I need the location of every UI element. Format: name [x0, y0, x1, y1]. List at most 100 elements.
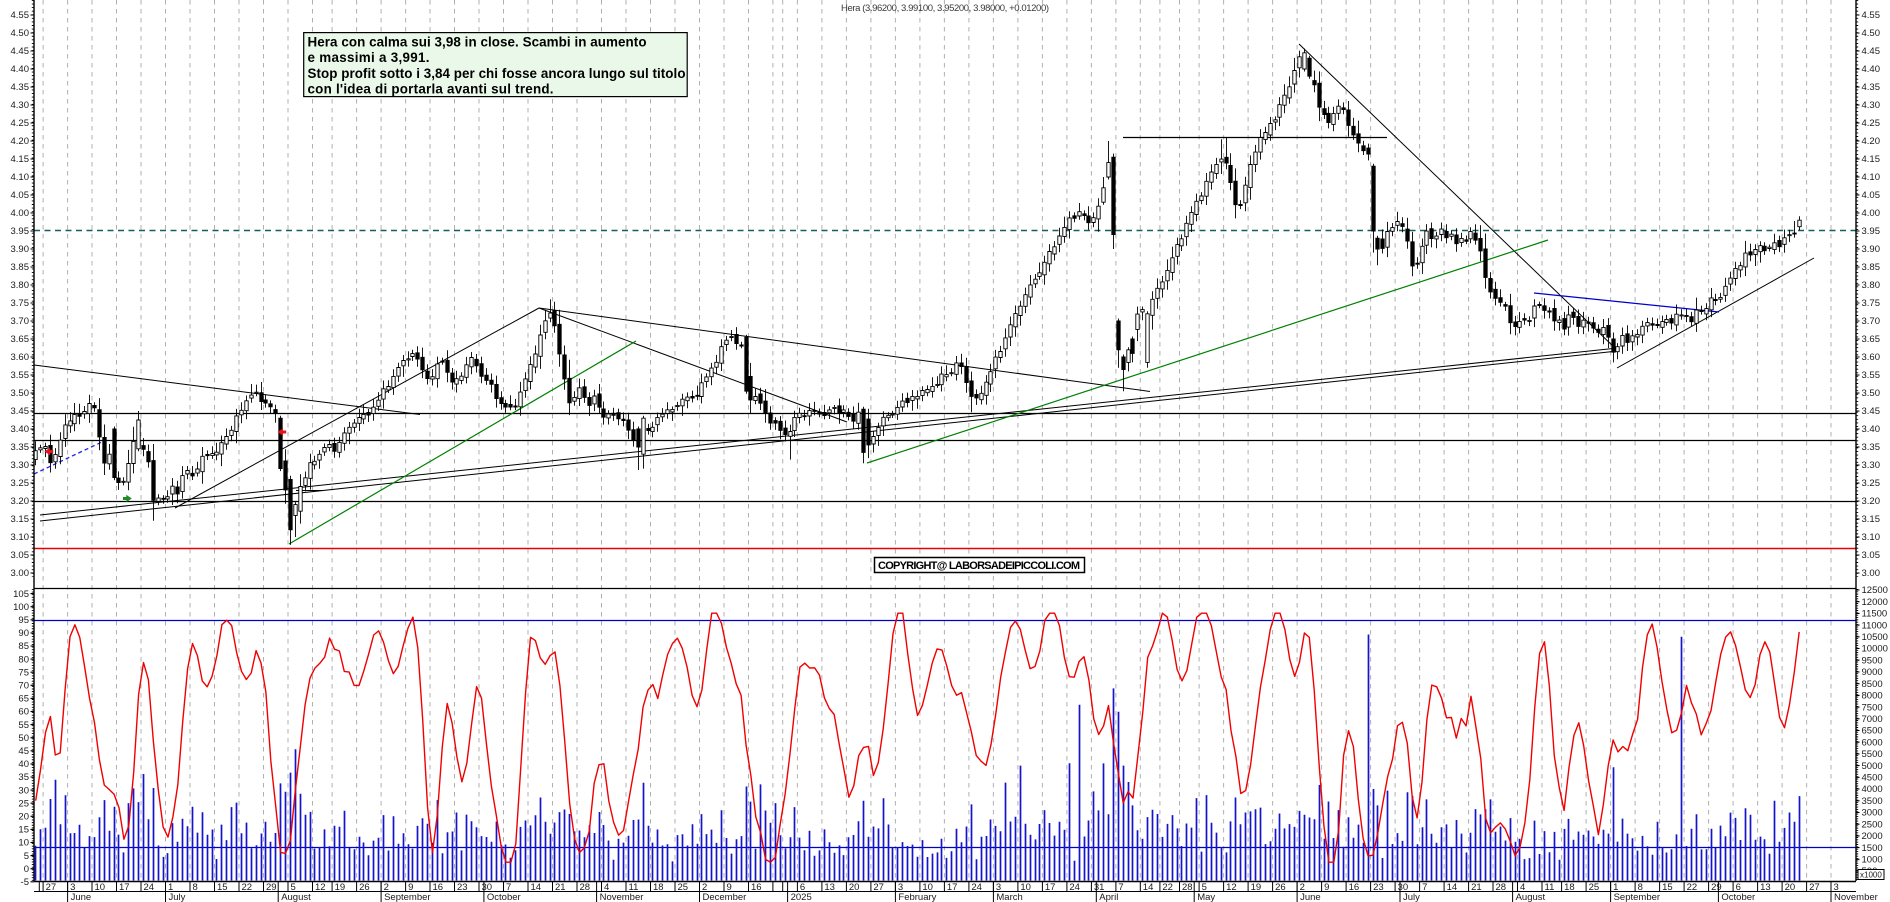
svg-text:65: 65 [18, 694, 29, 705]
svg-text:14: 14 [1143, 882, 1154, 893]
svg-text:4.55: 4.55 [11, 10, 30, 21]
svg-text:3.25: 3.25 [1862, 478, 1881, 489]
svg-text:21: 21 [555, 882, 566, 893]
svg-text:e massimi a 3,991.: e massimi a 3,991. [308, 50, 430, 65]
svg-text:3.15: 3.15 [1862, 514, 1881, 525]
svg-text:15: 15 [1662, 882, 1673, 893]
svg-text:28: 28 [1496, 882, 1507, 893]
svg-text:3.50: 3.50 [1862, 388, 1881, 399]
svg-text:95: 95 [18, 615, 29, 626]
svg-text:17: 17 [947, 882, 958, 893]
svg-text:4.05: 4.05 [11, 190, 30, 201]
svg-text:3.95: 3.95 [1862, 226, 1881, 237]
svg-text:x1000: x1000 [1860, 870, 1882, 879]
svg-text:3.30: 3.30 [1862, 460, 1881, 471]
svg-text:4.15: 4.15 [1862, 154, 1881, 165]
svg-text:85: 85 [18, 641, 29, 652]
svg-text:17: 17 [1045, 882, 1056, 893]
svg-text:7000: 7000 [1862, 714, 1883, 725]
svg-text:4.45: 4.45 [11, 46, 30, 57]
svg-text:20: 20 [849, 882, 860, 893]
svg-text:4.05: 4.05 [1862, 190, 1881, 201]
svg-text:18: 18 [1564, 882, 1575, 893]
svg-text:April: April [1099, 892, 1118, 902]
svg-text:3.50: 3.50 [11, 388, 30, 399]
svg-text:2000: 2000 [1862, 831, 1883, 842]
svg-text:16: 16 [433, 882, 444, 893]
svg-text:5: 5 [24, 851, 29, 862]
svg-text:28: 28 [580, 882, 591, 893]
svg-text:October: October [487, 892, 521, 902]
svg-text:9500: 9500 [1862, 656, 1883, 667]
svg-text:4.35: 4.35 [1862, 82, 1881, 93]
svg-text:May: May [1197, 892, 1215, 902]
svg-text:12: 12 [1226, 882, 1237, 893]
svg-text:3.05: 3.05 [1862, 550, 1881, 561]
svg-text:15: 15 [18, 825, 29, 836]
svg-text:2025: 2025 [791, 892, 812, 902]
svg-text:August: August [1516, 892, 1546, 902]
svg-text:80: 80 [18, 654, 29, 665]
svg-text:3.45: 3.45 [11, 406, 30, 417]
svg-text:55: 55 [18, 720, 29, 731]
svg-text:COPYRIGHT@ LABORSADEIPICCOLI.C: COPYRIGHT@ LABORSADEIPICCOLI.COM [878, 560, 1080, 572]
svg-text:10: 10 [95, 882, 106, 893]
svg-text:3: 3 [70, 882, 75, 893]
svg-text:9000: 9000 [1862, 667, 1883, 678]
svg-text:16: 16 [751, 882, 762, 893]
svg-text:27: 27 [1809, 882, 1820, 893]
svg-text:22: 22 [242, 882, 253, 893]
svg-text:25: 25 [1589, 882, 1600, 893]
svg-text:June: June [71, 892, 92, 902]
svg-text:4.35: 4.35 [11, 82, 30, 93]
svg-text:13: 13 [824, 882, 835, 893]
svg-text:3.00: 3.00 [11, 568, 30, 579]
svg-text:24: 24 [971, 882, 982, 893]
svg-text:3.65: 3.65 [1862, 334, 1881, 345]
svg-text:4.40: 4.40 [1862, 64, 1881, 75]
svg-text:31: 31 [1094, 882, 1105, 893]
svg-text:8000: 8000 [1862, 691, 1883, 702]
svg-text:3.60: 3.60 [11, 352, 30, 363]
svg-text:60: 60 [18, 707, 29, 718]
svg-text:4.50: 4.50 [1862, 28, 1881, 39]
svg-text:9: 9 [408, 882, 413, 893]
svg-text:25: 25 [18, 798, 29, 809]
svg-text:4.00: 4.00 [1862, 208, 1881, 219]
svg-text:4: 4 [1520, 882, 1525, 893]
svg-text:3.00: 3.00 [1862, 568, 1881, 579]
svg-text:5: 5 [1202, 882, 1207, 893]
svg-text:22: 22 [1162, 882, 1173, 893]
svg-text:4.20: 4.20 [1862, 136, 1881, 147]
svg-text:3.40: 3.40 [1862, 424, 1881, 435]
svg-text:4000: 4000 [1862, 784, 1883, 795]
svg-text:12000: 12000 [1862, 597, 1888, 608]
svg-text:13: 13 [1760, 882, 1771, 893]
svg-text:3.85: 3.85 [11, 262, 30, 273]
svg-text:100: 100 [13, 602, 29, 613]
svg-text:November: November [1834, 892, 1878, 902]
svg-text:3.70: 3.70 [1862, 316, 1881, 327]
svg-text:3.55: 3.55 [1862, 370, 1881, 381]
svg-text:14: 14 [1447, 882, 1458, 893]
svg-text:1: 1 [1613, 882, 1618, 893]
svg-text:September: September [1614, 892, 1660, 902]
svg-text:16: 16 [1349, 882, 1360, 893]
svg-text:29: 29 [266, 882, 277, 893]
svg-text:4.15: 4.15 [11, 154, 30, 165]
svg-text:4.30: 4.30 [11, 100, 30, 111]
svg-text:3.15: 3.15 [11, 514, 30, 525]
svg-text:March: March [996, 892, 1022, 902]
svg-text:3.10: 3.10 [11, 532, 30, 543]
svg-text:3.75: 3.75 [11, 298, 30, 309]
svg-text:2: 2 [384, 882, 389, 893]
svg-text:2500: 2500 [1862, 819, 1883, 830]
svg-text:10: 10 [922, 882, 933, 893]
svg-text:17: 17 [119, 882, 130, 893]
svg-text:1500: 1500 [1862, 843, 1883, 854]
svg-text:11: 11 [629, 882, 639, 893]
svg-text:3.20: 3.20 [11, 496, 30, 507]
svg-text:Hera (3.96200, 3.99100, 3.9520: Hera (3.96200, 3.99100, 3.95200, 3.98000… [841, 3, 1049, 14]
svg-text:9: 9 [727, 882, 732, 893]
svg-text:3.90: 3.90 [1862, 244, 1881, 255]
